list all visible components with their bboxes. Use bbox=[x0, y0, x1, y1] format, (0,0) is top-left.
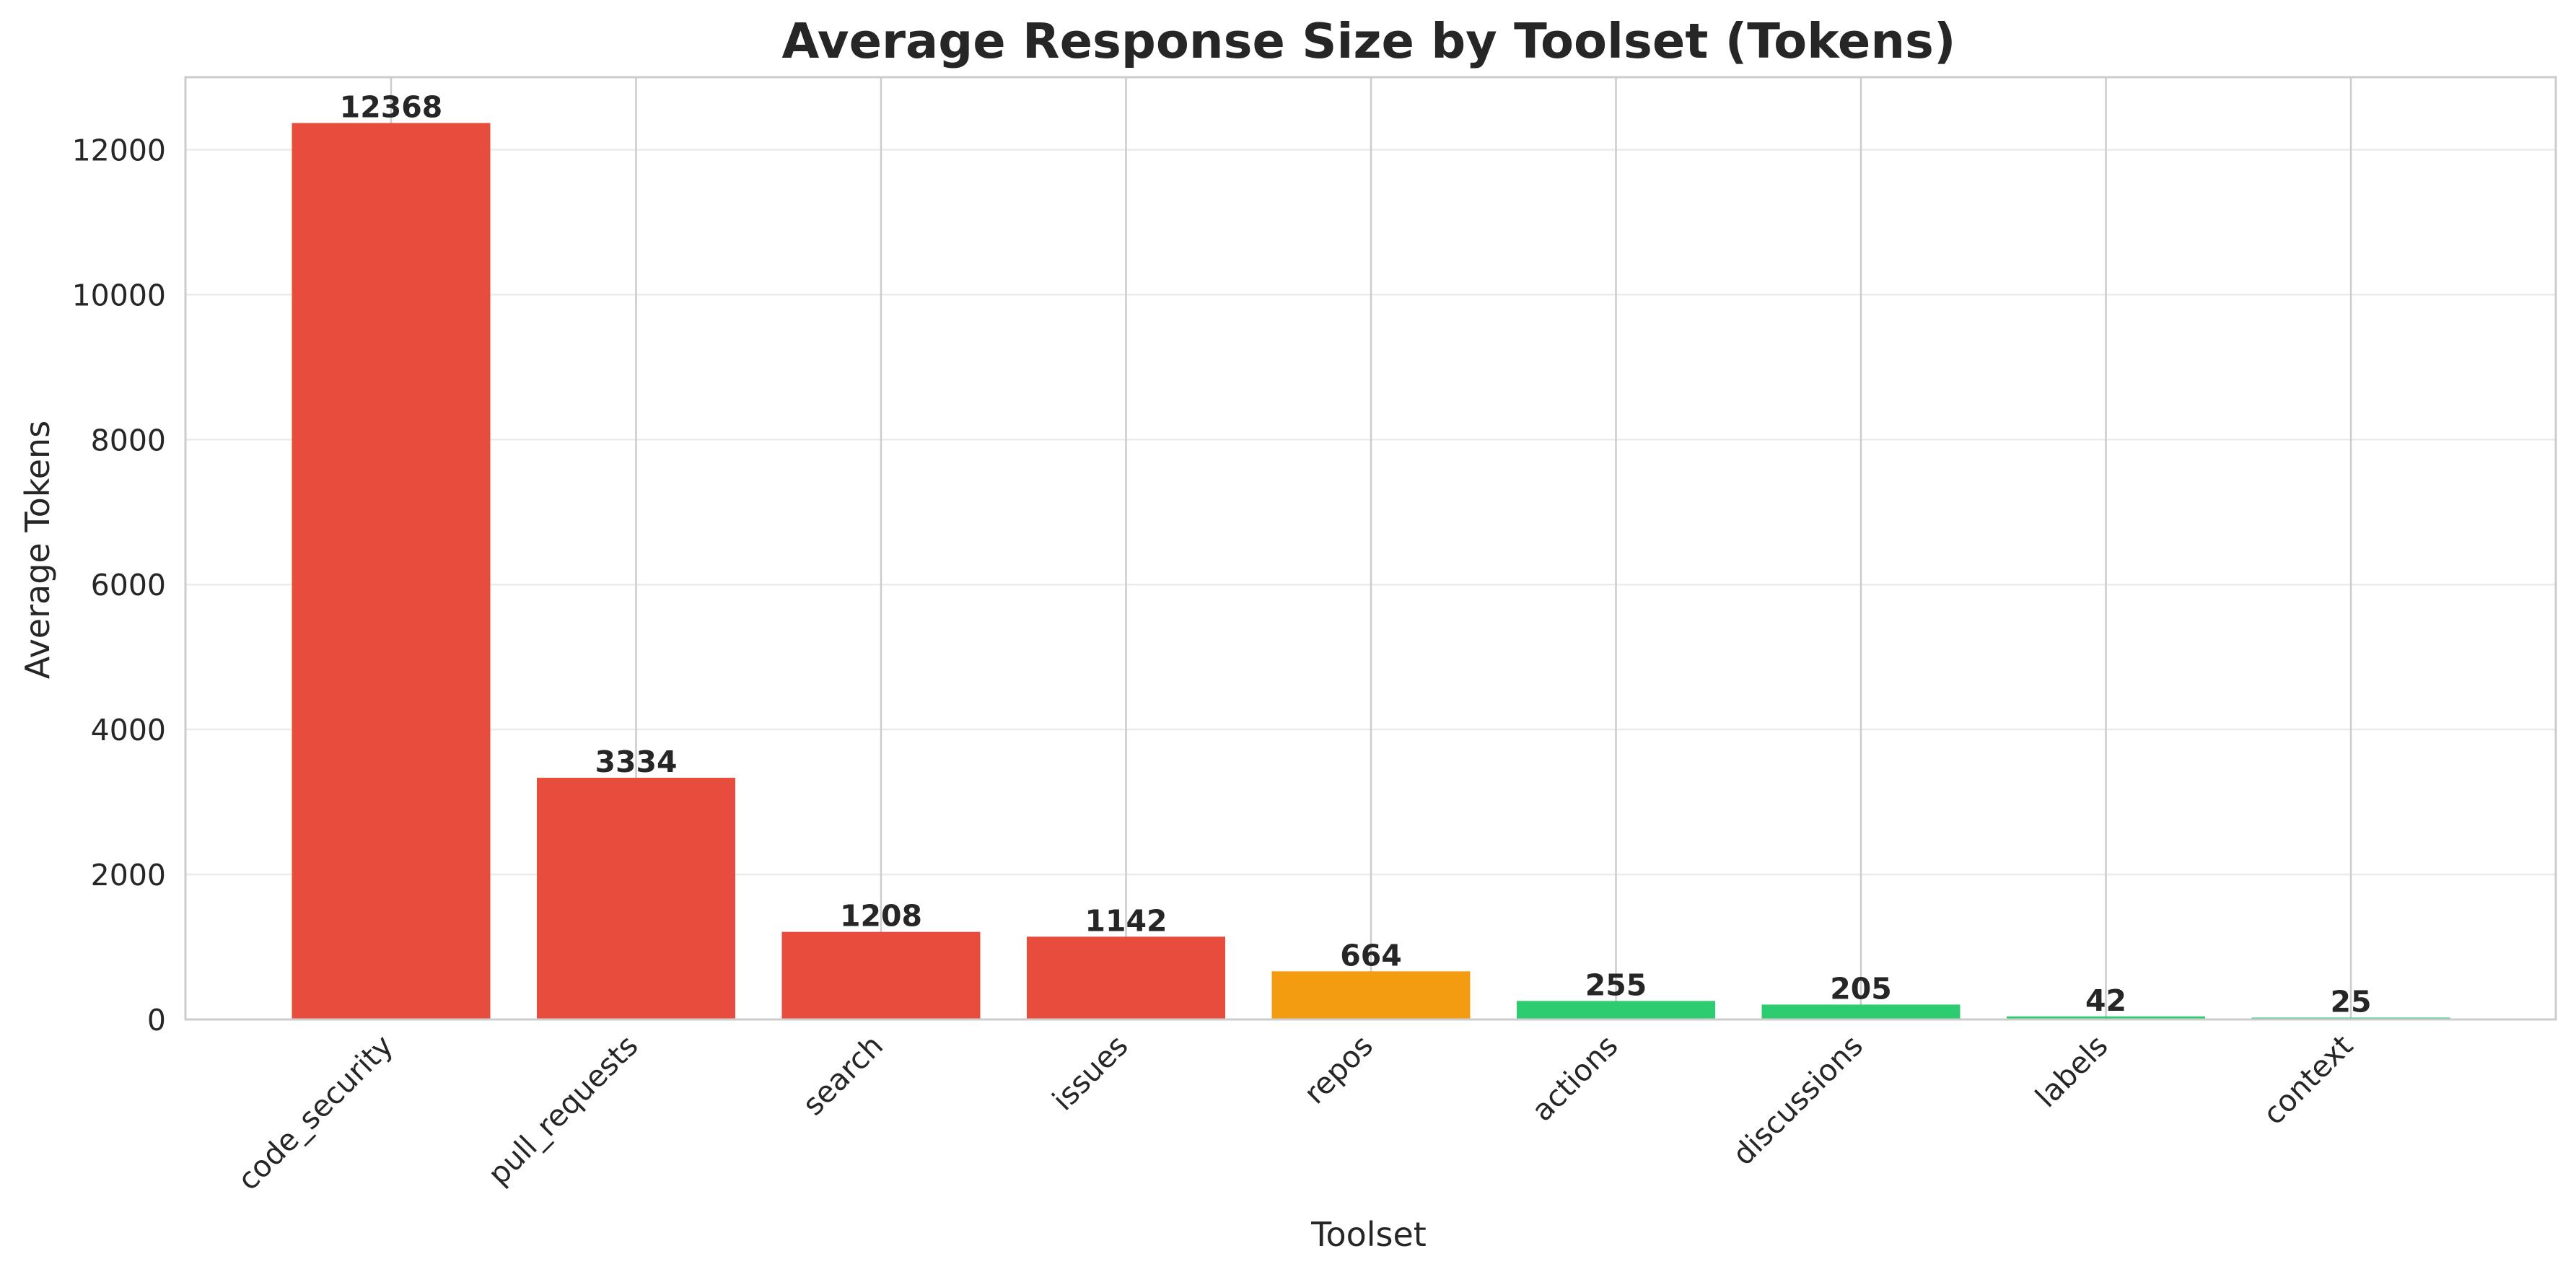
y-tick-label: 2000 bbox=[91, 858, 166, 892]
value-label-actions: 255 bbox=[1585, 967, 1647, 1002]
bar-labels bbox=[2007, 1016, 2205, 1019]
y-tick-label: 8000 bbox=[91, 423, 166, 457]
bar-search bbox=[781, 931, 981, 1019]
value-label-repos: 664 bbox=[1340, 938, 1402, 973]
bar-issues bbox=[1027, 936, 1225, 1019]
plot-frame bbox=[184, 76, 2557, 1021]
bar-code_security bbox=[292, 123, 491, 1019]
bar-discussions bbox=[1761, 1004, 1961, 1019]
y-tick-label: 6000 bbox=[91, 568, 166, 602]
value-label-context: 25 bbox=[2330, 984, 2371, 1019]
value-label-discussions: 205 bbox=[1830, 971, 1892, 1006]
bars bbox=[292, 123, 2450, 1019]
chart-title: Average Response Size by Toolset (Tokens… bbox=[781, 13, 1955, 69]
bar-actions bbox=[1517, 1001, 1715, 1019]
y-tick-labels: 0 2000 4000 6000 8000 10000 12000 bbox=[72, 133, 166, 1037]
y-axis-label: Average Tokens bbox=[18, 421, 57, 679]
bar-repos bbox=[1271, 971, 1471, 1019]
y-tick-label: 12000 bbox=[72, 133, 166, 167]
value-labels: 12368 3334 1208 1142 664 255 205 42 25 bbox=[340, 89, 2372, 1019]
y-tick-label: 4000 bbox=[91, 713, 166, 747]
value-label-issues: 1142 bbox=[1085, 903, 1167, 938]
value-label-pull_requests: 3334 bbox=[595, 745, 677, 779]
value-label-code_security: 12368 bbox=[340, 89, 443, 124]
y-tick-label: 0 bbox=[147, 1003, 166, 1037]
value-label-labels: 42 bbox=[2085, 983, 2126, 1018]
value-label-search: 1208 bbox=[840, 899, 922, 934]
bar-pull_requests bbox=[537, 778, 735, 1019]
x-axis-label: Toolset bbox=[1310, 1215, 1427, 1254]
y-tick-label: 10000 bbox=[72, 278, 166, 312]
